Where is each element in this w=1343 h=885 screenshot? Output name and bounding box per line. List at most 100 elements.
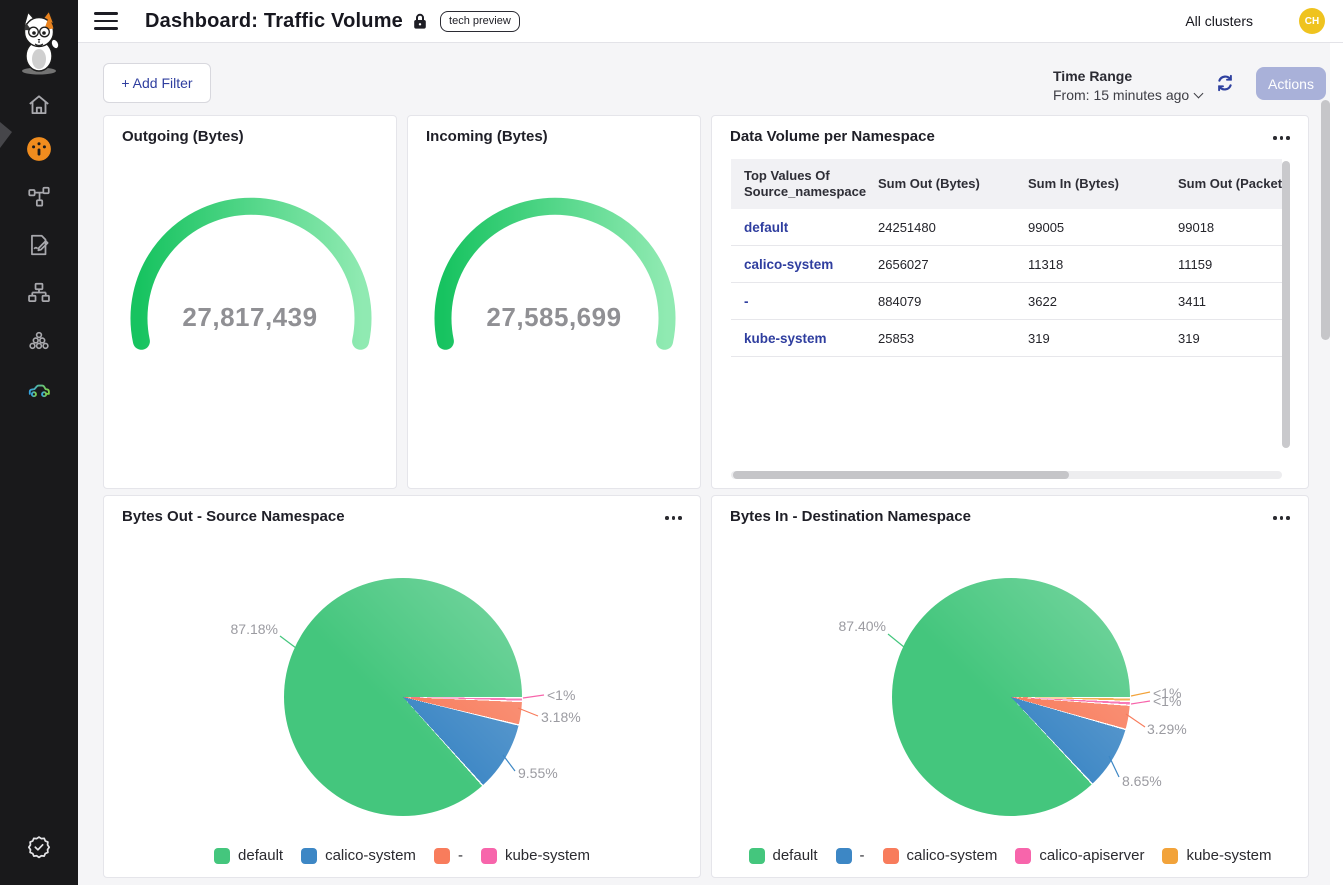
panel-bytes-out-pie: Bytes Out - Source Namespace 87.18% <1% … — [103, 495, 701, 878]
pie-percent-label: 9.55% — [518, 765, 558, 781]
incoming-gauge-arc — [434, 197, 676, 350]
legend-swatch — [748, 847, 765, 864]
legend-item[interactable]: - — [433, 847, 463, 864]
legend-item[interactable]: default — [214, 847, 283, 864]
verified-badge-icon — [27, 836, 51, 859]
refresh-button[interactable] — [1214, 73, 1236, 95]
table-cell: 99005 — [1028, 220, 1065, 235]
pie-percent-label: 87.40% — [838, 618, 886, 634]
chevron-down-icon — [1193, 88, 1204, 98]
legend-swatch — [301, 847, 318, 864]
time-range-selector[interactable]: From: 15 minutes ago — [1053, 87, 1204, 103]
sidebar-item-verified[interactable] — [26, 834, 52, 860]
legend-swatch — [1162, 847, 1179, 864]
table-row: kube-system 25853 319 319 — [731, 320, 1282, 357]
dashboard-content: + Add Filter Time Range From: 15 minutes… — [78, 43, 1343, 885]
home-icon — [29, 95, 49, 115]
app-header: Dashboard: Traffic Volume tech preview A… — [78, 0, 1343, 43]
table-cell: 24251480 — [878, 220, 936, 235]
bytes-out-pie-chart[interactable] — [284, 578, 522, 816]
outgoing-gauge-value: 27,817,439 — [182, 302, 318, 332]
legend-item[interactable]: kube-system — [480, 847, 590, 864]
table-cell: 3411 — [1178, 294, 1206, 309]
table-cell: 319 — [1028, 331, 1050, 346]
panel-title: Data Volume per Namespace — [730, 128, 935, 145]
panel-incoming-bytes: Incoming (Bytes) 27,585,699 — [407, 115, 701, 489]
legend-swatch — [433, 847, 450, 864]
namespace-link[interactable]: calico-system — [744, 257, 834, 272]
namespace-link[interactable]: - — [744, 294, 749, 309]
calico-cat-logo — [22, 9, 60, 75]
panel-menu-button[interactable] — [1273, 516, 1290, 520]
legend-swatch — [480, 847, 497, 864]
legend-swatch — [882, 847, 899, 864]
actions-button[interactable]: Actions — [1256, 67, 1326, 100]
time-range-label: Time Range — [1053, 68, 1133, 84]
legend-item[interactable]: default — [748, 847, 818, 864]
panel-outgoing-bytes: Outgoing (Bytes) 27,817,439 — [103, 115, 397, 489]
dashboard-gauge-icon — [27, 137, 51, 161]
table-cell: 11318 — [1028, 257, 1064, 272]
column-header: Sum Out (Bytes) — [878, 175, 980, 191]
sidebar-item-policies[interactable] — [26, 232, 52, 258]
sidebar-item-dashboard[interactable] — [26, 136, 52, 162]
panel-title: Outgoing (Bytes) — [122, 128, 244, 145]
column-header: Sum Out (Packets) — [1178, 175, 1282, 191]
sidebar-item-network-tree[interactable] — [26, 280, 52, 306]
sidebar-item-cluster[interactable] — [26, 328, 52, 354]
panel-title: Incoming (Bytes) — [426, 128, 548, 145]
page-scrollbar[interactable] — [1321, 100, 1330, 340]
panel-menu-button[interactable] — [1273, 136, 1290, 140]
panel-bytes-in-pie: Bytes In - Destination Namespace 87.40% … — [711, 495, 1309, 878]
namespace-link[interactable]: default — [744, 220, 789, 235]
incoming-gauge-value: 27,585,699 — [486, 302, 622, 332]
legend-item[interactable]: calico-system — [882, 847, 997, 864]
pie-percent-label: 3.18% — [541, 709, 581, 725]
table-cell: 319 — [1178, 331, 1200, 346]
time-range: Time Range From: 15 minutes ago — [1053, 68, 1204, 103]
menu-toggle-button[interactable] — [94, 12, 118, 30]
legend-swatch — [835, 847, 852, 864]
table-cell: 2656027 — [878, 257, 929, 272]
policy-edit-icon — [31, 234, 49, 256]
cluster-selector[interactable]: All clusters — [1185, 13, 1253, 29]
table-row: calico-system 2656027 11318 11159 — [731, 246, 1282, 283]
network-tree-icon — [28, 282, 50, 302]
legend-swatch — [1015, 847, 1032, 864]
user-avatar[interactable]: CH — [1299, 8, 1325, 34]
legend-item[interactable]: - — [835, 847, 865, 864]
sidebar-item-vehicle[interactable] — [26, 376, 52, 402]
pie-percent-label: <1% — [547, 687, 576, 703]
panel-title: Bytes Out - Source Namespace — [122, 508, 345, 525]
table-cell: 11159 — [1178, 257, 1213, 272]
sidebar-item-home[interactable] — [26, 92, 52, 118]
lock-icon — [414, 13, 426, 29]
panel-title: Bytes In - Destination Namespace — [730, 508, 971, 525]
pie-legend: default calico-system - kube-system — [104, 847, 700, 864]
car-icon — [28, 384, 50, 398]
bytes-in-pie-chart[interactable] — [892, 578, 1130, 816]
table-cell: 884079 — [878, 294, 922, 309]
sidebar-notch — [0, 122, 12, 148]
column-header: Sum In (Bytes) — [1028, 175, 1120, 191]
add-filter-button[interactable]: + Add Filter — [103, 63, 211, 103]
pie-percent-label: <1% — [1153, 685, 1182, 701]
namespace-link[interactable]: kube-system — [744, 331, 827, 346]
legend-item[interactable]: calico-apiserver — [1015, 847, 1144, 864]
sidebar-item-network-graph[interactable] — [26, 184, 52, 210]
panel-menu-button[interactable] — [665, 516, 682, 520]
table-header-row: Top Values Of Source_namespace Sum Out (… — [731, 159, 1282, 209]
page-title: Dashboard: Traffic Volume — [145, 9, 404, 32]
legend-swatch — [214, 847, 231, 864]
sidebar — [0, 0, 78, 885]
table-body: default 24251480 99005 99018 calico-syst… — [731, 209, 1282, 357]
legend-item[interactable]: kube-system — [1162, 847, 1271, 864]
table-cell: 99018 — [1178, 220, 1215, 235]
table-row: - 884079 3622 3411 — [731, 283, 1282, 320]
pie-percent-label: 87.18% — [230, 621, 278, 637]
tech-preview-badge: tech preview — [440, 10, 520, 32]
legend-item[interactable]: calico-system — [301, 847, 416, 864]
table-vertical-scrollbar[interactable] — [1282, 161, 1290, 448]
table-horizontal-scrollbar[interactable] — [733, 471, 1069, 479]
